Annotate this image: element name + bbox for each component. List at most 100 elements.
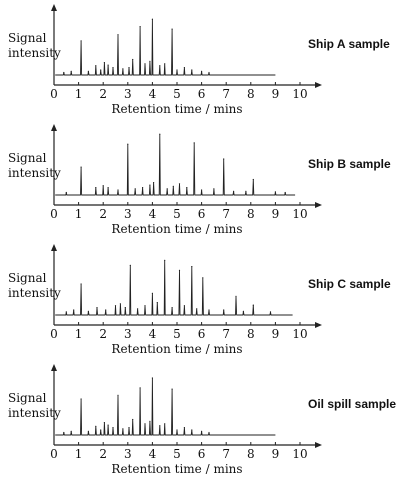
x-tick-label: 3	[124, 87, 132, 101]
y-axis-label: intensity	[8, 166, 61, 180]
y-axis-label: Signal	[8, 391, 47, 405]
peak-point	[213, 188, 215, 190]
peak-point	[171, 28, 173, 30]
peak-point	[132, 58, 134, 61]
x-tick-label: 2	[99, 327, 107, 341]
peak-point	[117, 394, 119, 396]
x-tick-label: 0	[50, 207, 58, 221]
peak-point	[63, 431, 65, 434]
peak-point	[149, 184, 151, 186]
chart-title: Ship A sample	[308, 37, 390, 51]
x-tick-label: 1	[75, 207, 83, 221]
peak-point	[144, 63, 146, 65]
peak-point	[166, 188, 168, 190]
x-tick-label: 9	[272, 447, 280, 461]
peak-point	[142, 187, 144, 189]
peak-point	[63, 71, 65, 74]
peak-point	[201, 430, 203, 432]
x-tick-label: 1	[75, 447, 83, 461]
peak-point	[132, 418, 134, 421]
y-axis-label: intensity	[8, 46, 61, 60]
y-axis-arrow	[51, 124, 57, 131]
y-axis-arrow	[51, 244, 57, 251]
peak-point	[151, 18, 153, 20]
peak-point	[176, 69, 178, 71]
peak-point	[242, 310, 244, 312]
x-tick-label: 7	[222, 327, 230, 341]
peak-point	[149, 60, 151, 63]
y-axis-label: Signal	[8, 31, 47, 45]
x-tick-label: 3	[124, 207, 132, 221]
x-tick-label: 9	[272, 327, 280, 341]
x-tick-label: 2	[99, 207, 107, 221]
x-tick-label: 0	[50, 447, 58, 461]
peak-point	[80, 40, 82, 42]
peak-point	[65, 191, 67, 194]
peak-point	[105, 309, 107, 311]
x-axis-label: Retention time / mins	[111, 222, 242, 236]
chart-title: Ship C sample	[308, 277, 391, 291]
peak-point	[191, 69, 193, 71]
peak-point	[95, 65, 97, 67]
peak-point	[235, 295, 237, 297]
peak-point	[201, 189, 203, 191]
x-tick-label: 0	[50, 327, 58, 341]
peak-point	[95, 187, 97, 189]
peak-point	[122, 68, 124, 70]
peak-point	[178, 269, 181, 271]
x-axis-label: Retention time / mins	[111, 102, 242, 116]
peak-point	[80, 283, 82, 285]
peak-point	[139, 26, 141, 28]
peak-point	[119, 303, 121, 305]
y-axis-arrow	[51, 364, 57, 371]
y-axis-label: intensity	[8, 406, 61, 420]
x-axis-label: Retention time / mins	[111, 342, 242, 356]
x-tick-label: 3	[124, 447, 132, 461]
peak-point	[107, 187, 109, 189]
x-tick-label: 1	[75, 327, 83, 341]
peak-point	[183, 67, 185, 69]
peak-point	[176, 429, 178, 431]
chromatogram-trace	[55, 18, 276, 76]
peak-point	[103, 62, 105, 64]
peak-point	[129, 264, 131, 266]
x-tick-label: 10	[292, 87, 307, 101]
peak-point	[128, 67, 130, 69]
peak-point	[159, 425, 161, 427]
peak-point	[80, 166, 82, 168]
x-tick-label: 2	[99, 87, 107, 101]
x-tick-label: 4	[149, 447, 157, 461]
peak-point	[171, 388, 173, 390]
peak-point	[159, 65, 161, 67]
peak-point	[223, 158, 225, 160]
x-tick-label: 7	[222, 207, 230, 221]
x-axis-arrow	[315, 322, 322, 328]
peak-point	[107, 64, 109, 66]
chromatogram-trace	[55, 133, 296, 196]
peak-point	[139, 387, 141, 389]
peak-point	[134, 188, 136, 190]
peak-point	[164, 63, 166, 65]
x-tick-label: 6	[198, 207, 206, 221]
peak-point	[178, 183, 181, 185]
peak-point	[87, 430, 89, 432]
peak-point	[144, 305, 146, 307]
x-tick-label: 1	[75, 87, 83, 101]
peak-point	[117, 34, 119, 36]
peak-point	[100, 69, 102, 71]
peak-point	[164, 259, 166, 261]
x-tick-label: 4	[149, 327, 157, 341]
peak-point	[151, 377, 153, 379]
x-tick-label: 5	[173, 87, 181, 101]
peak-point	[102, 185, 104, 187]
peak-point	[171, 307, 173, 309]
peak-point	[186, 187, 188, 189]
y-axis-label: Signal	[8, 271, 47, 285]
peak-point	[153, 182, 155, 184]
x-axis-label: Retention time / mins	[111, 462, 242, 476]
peak-point	[149, 420, 151, 422]
